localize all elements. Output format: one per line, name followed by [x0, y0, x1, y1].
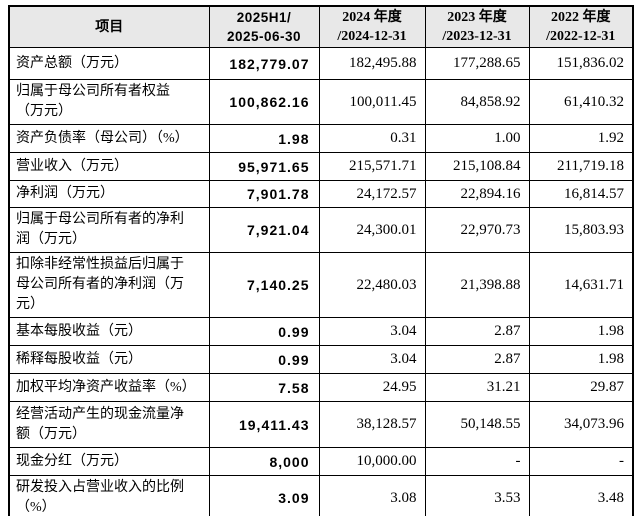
value-2022: 3.48 [528, 475, 634, 516]
value-2024: 0.31 [318, 124, 426, 153]
value-2024: 22,480.03 [318, 252, 426, 318]
row-label: 加权平均净资产收益率（%） [8, 373, 210, 402]
value-2025h1: 7,921.04 [208, 207, 320, 253]
value-2022: 211,719.18 [528, 152, 634, 181]
table-row-parent-net-profit: 归属于母公司所有者的净利润（万元） 7,921.04 24,300.01 22,… [8, 207, 634, 253]
value-2022: 151,836.02 [528, 47, 634, 80]
value-2023: 2.87 [424, 345, 530, 374]
table-row-debt-ratio: 资产负债率（母公司）（%） 1.98 0.31 1.00 1.92 [8, 124, 634, 153]
table-row-total-assets: 资产总额（万元） 182,779.07 182,495.88 177,288.6… [8, 47, 634, 80]
row-label: 扣除非经常性损益后归属于母公司所有者的净利润（万元） [8, 252, 210, 318]
table-row-parent-equity: 归属于母公司所有者权益（万元） 100,862.16 100,011.45 84… [8, 79, 634, 125]
row-label: 归属于母公司所有者的净利润（万元） [8, 207, 210, 253]
column-header-2023-line1: 2023 年度 [447, 10, 507, 25]
value-2023: 22,894.16 [424, 180, 530, 208]
value-2025h1: 100,862.16 [208, 79, 320, 125]
table-row-revenue: 营业收入（万元） 95,971.65 215,571.71 215,108.84… [8, 152, 634, 181]
value-2025h1: 8,000 [208, 447, 320, 476]
row-label: 净利润（万元） [8, 180, 210, 208]
value-2024: 215,571.71 [318, 152, 426, 181]
value-2024: 100,011.45 [318, 79, 426, 125]
value-2023: 22,970.73 [424, 207, 530, 253]
value-2023: 2.87 [424, 317, 530, 346]
value-2022: 29.87 [528, 373, 634, 402]
value-2024: 24,172.57 [318, 180, 426, 208]
table-row-net-profit: 净利润（万元） 7,901.78 24,172.57 22,894.16 16,… [8, 180, 634, 208]
value-2024: 24,300.01 [318, 207, 426, 253]
table-row-roe: 加权平均净资产收益率（%） 7.58 24.95 31.21 29.87 [8, 373, 634, 402]
table-row-diluted-eps: 稀释每股收益（元） 0.99 3.04 2.87 1.98 [8, 345, 634, 374]
row-label: 营业收入（万元） [8, 152, 210, 181]
value-2023: 177,288.65 [424, 47, 530, 80]
column-header-2023-line2: /2023-12-31 [442, 29, 512, 44]
financial-summary-table-container: 项目 2025H1/ 2025-06-30 2024 年度 /2024-12-3… [8, 5, 634, 516]
value-2025h1: 0.99 [208, 345, 320, 374]
column-header-2023: 2023 年度 /2023-12-31 [424, 5, 530, 48]
value-2024: 182,495.88 [318, 47, 426, 80]
table-row-operating-cash-flow: 经营活动产生的现金流量净额（万元） 19,411.43 38,128.57 50… [8, 401, 634, 448]
value-2024: 3.04 [318, 345, 426, 374]
column-header-2025h1-line1: 2025H1/ [236, 10, 292, 25]
row-label: 资产负债率（母公司）（%） [8, 124, 210, 153]
row-label: 现金分红（万元） [8, 447, 210, 476]
value-2024: 3.08 [318, 475, 426, 516]
value-2023: - [424, 447, 530, 476]
value-2023: 1.00 [424, 124, 530, 153]
value-2023: 3.53 [424, 475, 530, 516]
value-2024: 24.95 [318, 373, 426, 402]
row-label: 归属于母公司所有者权益（万元） [8, 79, 210, 125]
value-2023: 84,858.92 [424, 79, 530, 125]
value-2023: 31.21 [424, 373, 530, 402]
row-label: 基本每股收益（元） [8, 317, 210, 346]
value-2025h1: 7,901.78 [208, 180, 320, 208]
column-header-2024: 2024 年度 /2024-12-31 [318, 5, 426, 48]
value-2025h1: 19,411.43 [208, 401, 320, 448]
table-row-deducted-net-profit: 扣除非经常性损益后归属于母公司所有者的净利润（万元） 7,140.25 22,4… [8, 252, 634, 318]
table-row-rd-ratio: 研发投入占营业收入的比例（%） 3.09 3.08 3.53 3.48 [8, 475, 634, 516]
header-row: 项目 2025H1/ 2025-06-30 2024 年度 /2024-12-3… [8, 5, 634, 48]
value-2022: 1.98 [528, 345, 634, 374]
value-2022: 16,814.57 [528, 180, 634, 208]
value-2023: 215,108.84 [424, 152, 530, 181]
column-header-2022: 2022 年度 /2022-12-31 [528, 5, 634, 48]
value-2025h1: 7.58 [208, 373, 320, 402]
table-row-cash-dividend: 现金分红（万元） 8,000 10,000.00 - - [8, 447, 634, 476]
row-label: 研发投入占营业收入的比例（%） [8, 475, 210, 516]
column-header-2022-line1: 2022 年度 [551, 10, 611, 25]
row-label: 经营活动产生的现金流量净额（万元） [8, 401, 210, 448]
value-2022: - [528, 447, 634, 476]
column-header-2024-line1: 2024 年度 [342, 10, 402, 25]
value-2025h1: 0.99 [208, 317, 320, 346]
table-row-basic-eps: 基本每股收益（元） 0.99 3.04 2.87 1.98 [8, 317, 634, 346]
value-2022: 14,631.71 [528, 252, 634, 318]
value-2022: 1.92 [528, 124, 634, 153]
value-2025h1: 1.98 [208, 124, 320, 153]
column-header-item: 项目 [8, 5, 210, 48]
column-header-2022-line2: /2022-12-31 [546, 29, 616, 44]
value-2025h1: 95,971.65 [208, 152, 320, 181]
value-2025h1: 3.09 [208, 475, 320, 516]
financial-summary-table: 项目 2025H1/ 2025-06-30 2024 年度 /2024-12-3… [8, 5, 634, 516]
row-label: 稀释每股收益（元） [8, 345, 210, 374]
value-2024: 3.04 [318, 317, 426, 346]
value-2025h1: 7,140.25 [208, 252, 320, 318]
value-2023: 50,148.55 [424, 401, 530, 448]
value-2023: 21,398.88 [424, 252, 530, 318]
value-2024: 10,000.00 [318, 447, 426, 476]
value-2025h1: 182,779.07 [208, 47, 320, 80]
column-header-2025h1: 2025H1/ 2025-06-30 [208, 5, 320, 48]
value-2022: 1.98 [528, 317, 634, 346]
column-header-2025h1-line2: 2025-06-30 [226, 29, 302, 44]
row-label: 资产总额（万元） [8, 47, 210, 80]
value-2024: 38,128.57 [318, 401, 426, 448]
column-header-item-label: 项目 [95, 19, 124, 35]
value-2022: 61,410.32 [528, 79, 634, 125]
value-2022: 15,803.93 [528, 207, 634, 253]
value-2022: 34,073.96 [528, 401, 634, 448]
column-header-2024-line2: /2024-12-31 [337, 29, 407, 44]
